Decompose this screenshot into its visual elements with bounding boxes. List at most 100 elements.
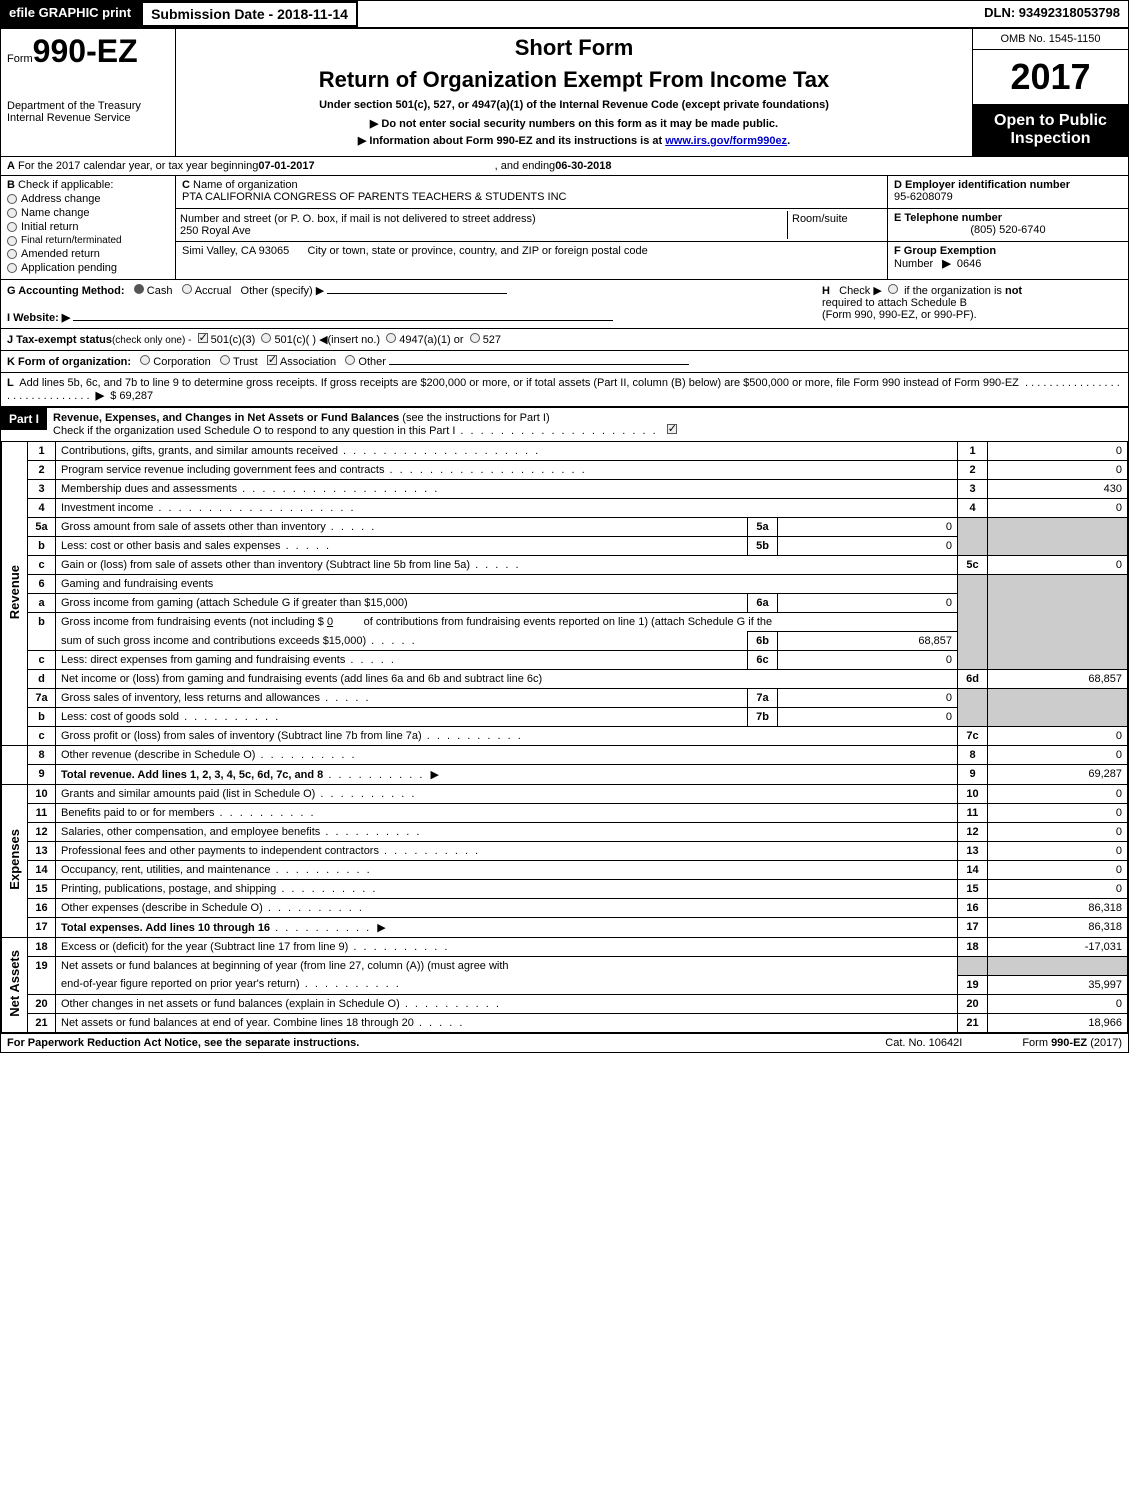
form-prefix: Form: [7, 53, 33, 65]
line-rv: 86,318: [988, 918, 1128, 938]
row-g-left: G Accounting Method: Cash Accrual Other …: [7, 284, 613, 324]
radio-527[interactable]: [470, 333, 480, 343]
dept-treasury: Department of the Treasury: [7, 100, 169, 112]
line-mn: 6c: [748, 651, 778, 670]
efile-print-button[interactable]: efile GRAPHIC print: [1, 1, 141, 27]
line-2: 2 Program service revenue including gove…: [2, 461, 1128, 480]
line-desc: Total expenses. Add lines 10 through 16: [61, 922, 270, 934]
tax-year: 2017: [973, 50, 1128, 104]
line-5a: 5a Gross amount from sale of assets othe…: [2, 518, 1128, 537]
h-not: not: [1005, 285, 1022, 297]
line-desc: Total revenue. Add lines 1, 2, 3, 4, 5c,…: [61, 769, 323, 781]
h-text1: if the organization is: [904, 285, 1005, 297]
top-bar: efile GRAPHIC print Submission Date - 20…: [1, 1, 1128, 27]
line-rn: 21: [958, 1013, 988, 1032]
line-rn: 14: [958, 861, 988, 880]
line-rn: 16: [958, 899, 988, 918]
row-l-text: Add lines 5b, 6c, and 7b to line 9 to de…: [19, 377, 1019, 389]
line-num: 12: [28, 823, 56, 842]
subtitle: Under section 501(c), 527, or 4947(a)(1)…: [182, 99, 966, 111]
line-rn: 2: [958, 461, 988, 480]
checkbox-schedule-o[interactable]: [667, 424, 677, 434]
line-rv: 18,966: [988, 1013, 1128, 1032]
line-desc: Benefits paid to or for members: [61, 807, 214, 819]
line-desc-pre: Gross income from fundraising events (no…: [61, 616, 327, 628]
line-rn: 7c: [958, 727, 988, 746]
line-mv: 0: [778, 651, 958, 670]
addr-value: 250 Royal Ave: [180, 225, 783, 237]
label-address-change: Address change: [21, 193, 101, 205]
checkbox-501c3[interactable]: [198, 333, 208, 343]
line-desc: Other expenses (describe in Schedule O): [61, 902, 263, 914]
radio-501c[interactable]: [261, 333, 271, 343]
info-link[interactable]: www.irs.gov/form990ez: [665, 135, 787, 147]
arrow-icon: ▶: [96, 390, 104, 402]
label-final-return: Final return/terminated: [21, 235, 122, 246]
label-cash: Cash: [147, 285, 173, 297]
label-j: J Tax-exempt status: [7, 334, 112, 346]
other-org-line[interactable]: [389, 364, 689, 365]
footer-row: For Paperwork Reduction Act Notice, see …: [1, 1033, 1128, 1052]
label-insert-no: ◀(insert no.): [319, 334, 380, 346]
open-line1: Open to Public: [977, 112, 1124, 130]
line-num: b: [28, 537, 56, 556]
line-rv: 0: [988, 861, 1128, 880]
line-7c: c Gross profit or (loss) from sales of i…: [2, 727, 1128, 746]
website-line[interactable]: [73, 320, 613, 321]
line-desc: Program service revenue including govern…: [61, 464, 587, 476]
line-num: 6: [28, 575, 56, 594]
line-5c: c Gain or (loss) from sale of assets oth…: [2, 556, 1128, 575]
line-desc: Excess or (deficit) for the year (Subtra…: [61, 941, 348, 953]
radio-4947[interactable]: [386, 333, 396, 343]
label-other-org: Other: [358, 356, 386, 368]
shaded-cell: [958, 575, 988, 670]
label-f-number: Number: [894, 258, 933, 270]
line-rv: 0: [988, 499, 1128, 518]
revenue-section-label: Revenue: [2, 442, 28, 746]
line-rv: 430: [988, 480, 1128, 499]
checkbox-association[interactable]: [267, 355, 277, 365]
line-mv: 68,857: [778, 632, 958, 651]
checkbox-amended-return[interactable]: [7, 249, 17, 259]
expenses-section-label: Expenses: [2, 785, 28, 938]
radio-cash[interactable]: [134, 284, 144, 294]
line-num: 15: [28, 880, 56, 899]
checkbox-address-change[interactable]: [7, 194, 17, 204]
footer-right-pre: Form: [1022, 1037, 1051, 1049]
line-desc: Gross profit or (loss) from sales of inv…: [61, 730, 422, 742]
shaded-cell: [958, 518, 988, 556]
row-a-pre: For the 2017 calendar year, or tax year …: [18, 160, 258, 172]
line-desc-val: 0: [327, 616, 333, 628]
radio-corporation[interactable]: [140, 355, 150, 365]
addr-label: Number and street (or P. O. box, if mail…: [180, 213, 536, 225]
line-desc: Net income or (loss) from gaming and fun…: [61, 673, 542, 685]
checkbox-final-return[interactable]: [7, 236, 17, 246]
line-16: 16 Other expenses (describe in Schedule …: [2, 899, 1128, 918]
line-desc: Salaries, other compensation, and employ…: [61, 826, 320, 838]
radio-accrual[interactable]: [182, 284, 192, 294]
label-application-pending: Application pending: [21, 262, 117, 274]
shaded-cell: [988, 575, 1128, 670]
line-11: 11 Benefits paid to or for members 11 0: [2, 804, 1128, 823]
form-number: 990-EZ: [33, 33, 138, 69]
ein-value: 95-6208079: [894, 191, 1122, 203]
checkbox-initial-return[interactable]: [7, 222, 17, 232]
radio-other-org[interactable]: [345, 355, 355, 365]
title-cell: Short Form Return of Organization Exempt…: [176, 29, 973, 156]
line-num: 11: [28, 804, 56, 823]
line-desc: Net assets or fund balances at end of ye…: [61, 1017, 414, 1029]
row-l: L Add lines 5b, 6c, and 7b to line 9 to …: [1, 372, 1128, 406]
line-num: 21: [28, 1013, 56, 1032]
checkbox-name-change[interactable]: [7, 208, 17, 218]
checkbox-application-pending[interactable]: [7, 263, 17, 273]
short-form-label: Short Form: [182, 35, 966, 61]
checkbox-h[interactable]: [888, 284, 898, 294]
label-c: C: [182, 179, 190, 191]
radio-trust[interactable]: [220, 355, 230, 365]
line-18: Net Assets 18 Excess or (deficit) for th…: [2, 938, 1128, 957]
room-suite-label: Room/suite: [787, 211, 887, 239]
line-mn: 5b: [748, 537, 778, 556]
label-association: Association: [280, 356, 336, 368]
line-num: a: [28, 594, 56, 613]
other-specify-line[interactable]: [327, 293, 507, 294]
